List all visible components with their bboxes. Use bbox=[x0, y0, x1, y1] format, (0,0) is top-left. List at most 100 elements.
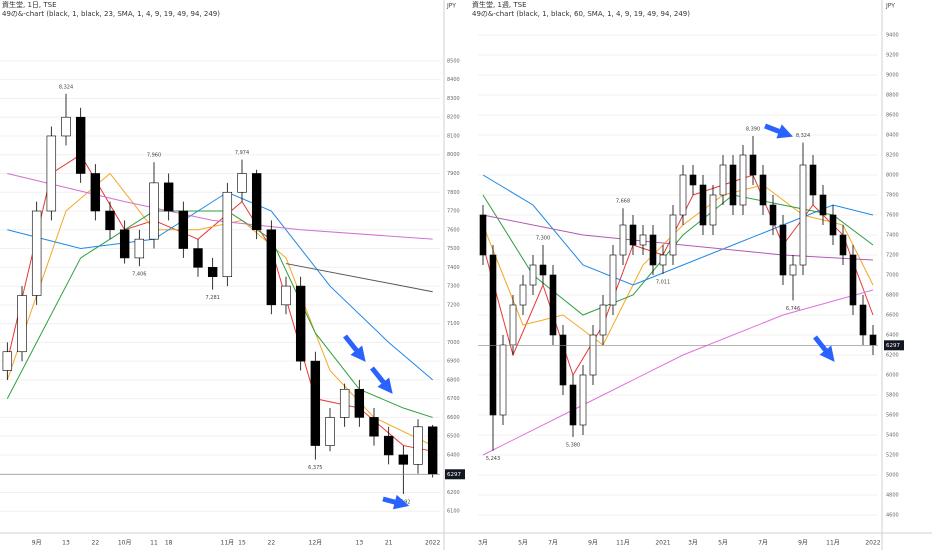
candle-body bbox=[251, 173, 262, 231]
candle-body bbox=[799, 164, 807, 266]
candle-body bbox=[589, 334, 597, 376]
x-tick-label: 11月 bbox=[221, 540, 235, 547]
y-tick-label: 6600 bbox=[886, 313, 899, 319]
candle-body bbox=[75, 116, 86, 174]
arrow bbox=[343, 334, 366, 362]
y-tick-label: 7300 bbox=[447, 284, 460, 290]
y-tick-label: 5600 bbox=[886, 413, 899, 419]
candle-body bbox=[859, 304, 867, 336]
y-tick-label: 6400 bbox=[447, 452, 460, 458]
moving-average bbox=[7, 191, 433, 381]
chart-title: 資生堂, 1週, TSE bbox=[472, 0, 527, 9]
y-tick-label: 8200 bbox=[447, 115, 460, 121]
y-tick-label: 7200 bbox=[886, 253, 899, 259]
y-tick-label: 8300 bbox=[447, 96, 460, 102]
candle-body bbox=[689, 174, 697, 186]
swing-label: 7,011 bbox=[656, 279, 670, 285]
candle-body bbox=[339, 388, 350, 418]
y-tick-label: 8400 bbox=[447, 77, 460, 83]
x-tick-label: 2022 bbox=[865, 540, 880, 547]
swing-label: 8,324 bbox=[796, 133, 810, 139]
candle-body bbox=[2, 351, 13, 371]
y-tick-label: 9400 bbox=[886, 33, 899, 39]
moving-average bbox=[285, 263, 433, 293]
candle-body bbox=[17, 295, 27, 353]
x-tick-label: 5月 bbox=[518, 540, 528, 547]
candle-body bbox=[659, 254, 667, 266]
candle-body bbox=[519, 284, 527, 306]
candle-body bbox=[609, 254, 617, 306]
y-tick-label: 8800 bbox=[886, 93, 899, 99]
candle-body bbox=[325, 417, 335, 446]
candle-body bbox=[559, 334, 567, 386]
x-tick-label: 2022 bbox=[425, 540, 440, 547]
candle-body bbox=[819, 194, 827, 216]
swing-label: 8,390 bbox=[746, 127, 760, 133]
y-tick-label: 6200 bbox=[886, 353, 899, 359]
candle-body bbox=[829, 214, 837, 236]
candle-body bbox=[669, 214, 677, 256]
chart-subtitle: 49の&-chart (black, 1, black, 23, SMA, 1,… bbox=[2, 10, 220, 18]
moving-average bbox=[6, 172, 433, 447]
swing-label: 7,406 bbox=[132, 272, 146, 278]
moving-average bbox=[482, 174, 874, 377]
last-price-label: 6297 bbox=[447, 472, 461, 478]
candle-body bbox=[222, 191, 233, 277]
y-tick-label: 7800 bbox=[447, 190, 460, 196]
candle-body bbox=[281, 285, 291, 306]
candle-body bbox=[90, 173, 101, 212]
y-tick-label: 7600 bbox=[886, 213, 899, 219]
y-tick-label: 8500 bbox=[447, 58, 460, 64]
x-tick-label: 21 bbox=[385, 540, 393, 547]
y-tick-label: 8200 bbox=[886, 153, 899, 159]
arrows bbox=[343, 123, 835, 510]
candle-body bbox=[619, 224, 627, 256]
y-tick-label: 7000 bbox=[886, 273, 899, 279]
candle-body bbox=[749, 154, 757, 176]
candle-body bbox=[427, 426, 438, 475]
arrow bbox=[813, 335, 835, 362]
candle-body bbox=[649, 234, 657, 266]
y-tick-label: 6600 bbox=[447, 415, 460, 421]
x-tick-label: 11月 bbox=[826, 540, 840, 547]
arrow bbox=[382, 494, 410, 510]
candle-body bbox=[149, 182, 159, 240]
y-tick-label: 8400 bbox=[886, 133, 899, 139]
chart-subtitle: 49の&-chart (black, 1, black, 60, SMA, 1,… bbox=[472, 10, 690, 18]
candle-body bbox=[539, 264, 547, 276]
y-tick-label: 6800 bbox=[447, 377, 460, 383]
candle-body bbox=[729, 164, 737, 206]
candle-body bbox=[639, 234, 647, 246]
y-tick-label: 6800 bbox=[886, 293, 899, 299]
x-tick-label: 15 bbox=[238, 540, 246, 547]
moving-average bbox=[6, 154, 433, 452]
y-tick-label: 4800 bbox=[886, 493, 899, 499]
y-tick-label: 5200 bbox=[886, 453, 899, 459]
candle-body bbox=[31, 210, 42, 296]
candle-body bbox=[869, 334, 877, 346]
swing-label: 7,974 bbox=[235, 150, 249, 156]
y-tick-label: 5800 bbox=[886, 393, 899, 399]
candle-body bbox=[398, 454, 409, 465]
candle-body bbox=[413, 426, 423, 465]
y-tick-label: 9200 bbox=[886, 53, 899, 59]
y-tick-label: 7400 bbox=[886, 233, 899, 239]
swing-label: 7,281 bbox=[206, 295, 220, 301]
x-tick-label: 3月 bbox=[688, 540, 698, 547]
candle-body bbox=[163, 182, 174, 212]
candle-body bbox=[489, 254, 497, 416]
x-tick-label: 9月 bbox=[588, 540, 598, 547]
currency-label: JPY bbox=[446, 3, 456, 10]
y-tick-label: 7900 bbox=[447, 171, 460, 177]
y-tick-label: 7000 bbox=[447, 340, 460, 346]
arrow bbox=[370, 366, 393, 394]
x-tick-label: 13 bbox=[62, 540, 70, 547]
y-tick-label: 6400 bbox=[886, 333, 899, 339]
candle-body bbox=[479, 214, 487, 256]
y-tick-label: 6100 bbox=[447, 509, 460, 515]
candle-body bbox=[499, 344, 507, 416]
candle-body bbox=[579, 374, 587, 426]
chart-title: 資生堂, 1日, TSE bbox=[2, 0, 57, 9]
y-tick-label: 7800 bbox=[886, 193, 899, 199]
